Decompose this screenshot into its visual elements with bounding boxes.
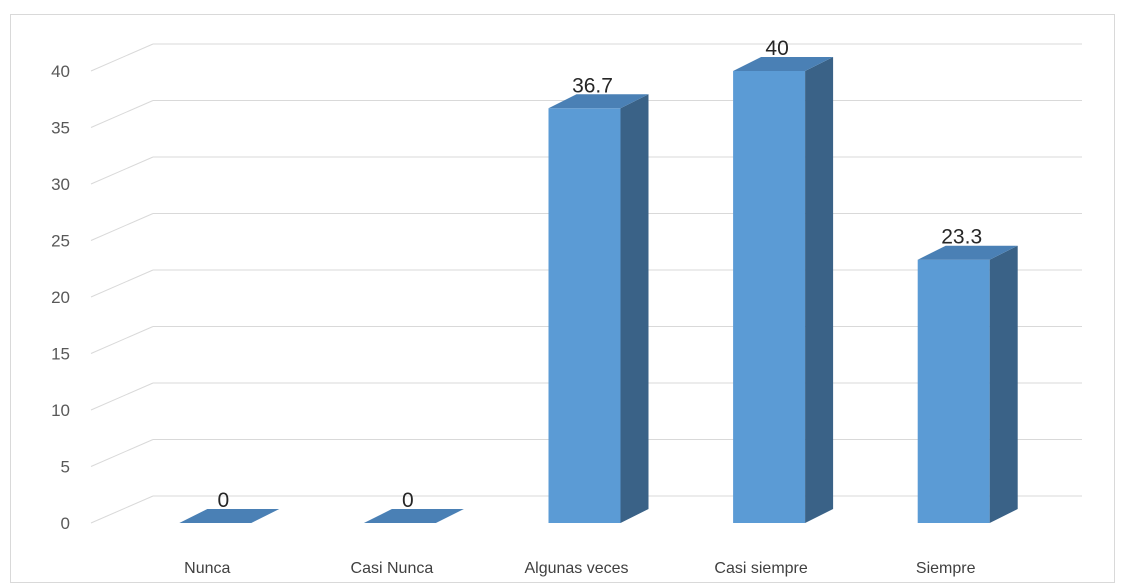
y-tick-label: 5 bbox=[61, 458, 70, 477]
y-tick-label: 25 bbox=[51, 232, 70, 251]
bar-front-casi-siempre bbox=[733, 71, 806, 523]
bar-top bbox=[548, 94, 649, 109]
gridline-side bbox=[90, 100, 154, 128]
bar-top bbox=[363, 509, 464, 523]
gridline-side bbox=[90, 269, 154, 298]
data-label: 0 bbox=[402, 489, 414, 512]
gridline-side bbox=[90, 326, 154, 354]
bar-top bbox=[733, 57, 834, 71]
y-tick-label: 30 bbox=[51, 175, 70, 194]
y-tick-label: 10 bbox=[51, 401, 70, 420]
gridline-side bbox=[90, 43, 154, 72]
bar-side bbox=[805, 57, 834, 523]
data-label: 23.3 bbox=[941, 226, 982, 249]
y-tick-label: 0 bbox=[61, 514, 70, 533]
data-label: 36.7 bbox=[572, 74, 613, 97]
bar-top bbox=[917, 245, 1018, 260]
gridline-side bbox=[90, 439, 154, 467]
y-tick-label: 20 bbox=[51, 288, 70, 307]
x-category-label: Casi Nunca bbox=[351, 560, 434, 577]
gridline-side bbox=[90, 213, 154, 241]
x-category-label: Siempre bbox=[916, 560, 976, 577]
bar-front-algunas-veces bbox=[548, 108, 621, 523]
data-label: 0 bbox=[217, 489, 229, 512]
gridline-side bbox=[90, 156, 154, 185]
x-category-label: Casi siempre bbox=[714, 560, 807, 577]
x-category-label: Nunca bbox=[184, 560, 230, 577]
y-tick-label: 35 bbox=[51, 119, 70, 138]
y-tick-label: 15 bbox=[51, 345, 70, 364]
data-label: 40 bbox=[765, 37, 788, 60]
bar-front-siempre bbox=[917, 259, 990, 523]
gridline-side bbox=[90, 382, 154, 411]
bar-side bbox=[620, 94, 649, 523]
x-category-label: Algunas veces bbox=[524, 560, 628, 577]
bar-side bbox=[989, 245, 1018, 523]
y-tick-label: 40 bbox=[51, 62, 70, 81]
gridline-side bbox=[90, 495, 154, 524]
bar-top bbox=[179, 509, 280, 523]
